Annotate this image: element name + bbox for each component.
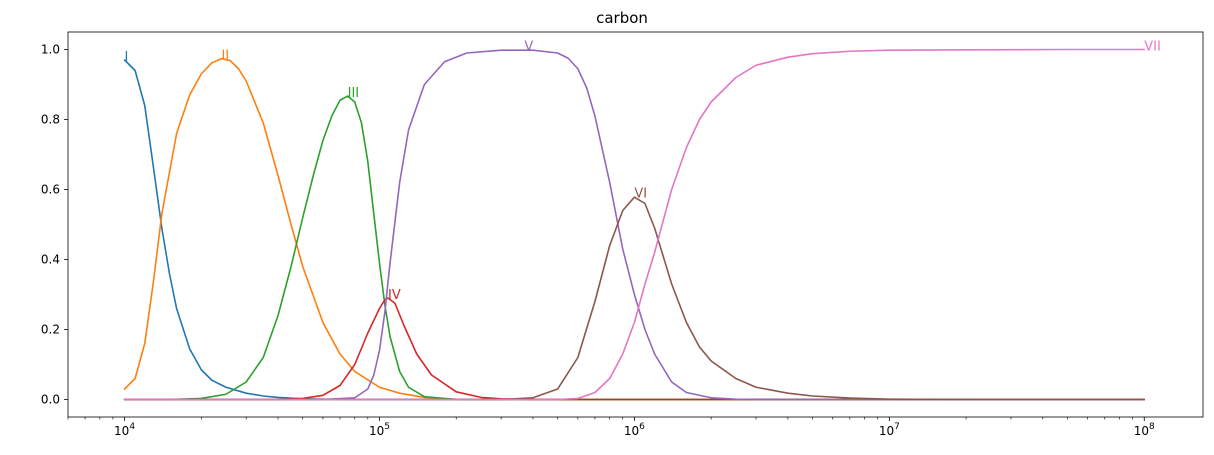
series-line-iv [123,297,1146,401]
y-tick-label: 0.4 [41,253,60,267]
series-label-ii: II [221,48,229,63]
y-tick-label: 0.0 [41,393,60,407]
axes-frame [67,31,1204,418]
series-line-vi [123,196,1146,401]
x-tick-label: 107 [879,422,900,438]
series-line-iii [123,95,1146,401]
series-label-iv: IV [388,288,401,303]
series-line-vii [123,48,1146,401]
x-tick-label: 104 [114,422,135,438]
x-axis: 104 105 106 107 108 [67,417,1155,438]
plot-area [67,31,1204,418]
x-tick-label: 105 [369,422,390,438]
series-label-i: I [125,50,129,65]
series-label-iii: III [348,86,360,101]
y-tick-label: 0.6 [41,183,60,197]
chart-title: carbon [596,9,648,27]
series-label-vii: VII [1144,40,1161,55]
y-tick-label: 0.8 [41,113,60,127]
series-line-ii [123,57,1146,401]
series-label-vi: VI [634,187,647,202]
series-line-v [123,49,1146,401]
y-axis: 0.0 0.2 0.4 0.6 0.8 1.0 [41,43,68,407]
series-lines [123,48,1146,401]
series-label-v: V [524,40,533,55]
y-tick-label: 0.2 [41,323,60,337]
x-tick-label: 108 [1134,422,1155,438]
x-tick-label: 106 [624,422,645,438]
y-tick-label: 1.0 [41,43,60,57]
